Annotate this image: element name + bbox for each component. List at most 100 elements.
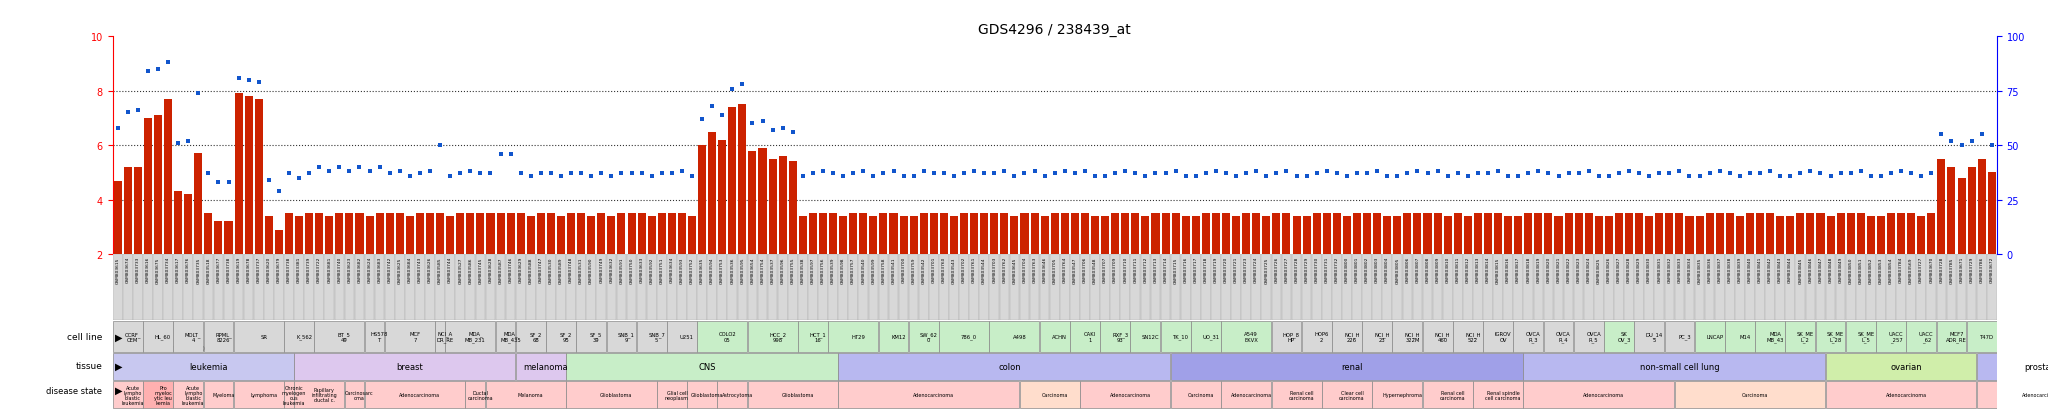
Bar	[113, 321, 143, 352]
Point	[213, 179, 246, 186]
Bar	[1776, 216, 1784, 254]
Point	[1532, 171, 1565, 177]
Text: GSM803711: GSM803711	[1133, 256, 1137, 283]
Text: UACC
_62: UACC _62	[1919, 331, 1933, 342]
Text: GSM803745: GSM803745	[479, 256, 483, 283]
Bar	[1565, 214, 1573, 254]
Bar	[285, 321, 313, 352]
Bar	[313, 321, 365, 352]
Point	[524, 171, 557, 177]
Point	[1894, 171, 1927, 177]
Bar	[1303, 254, 1311, 320]
Text: SK
OV_3: SK OV_3	[1618, 331, 1630, 342]
Bar	[1100, 321, 1130, 352]
Bar	[436, 214, 444, 254]
Point	[1905, 173, 1937, 180]
Bar	[1382, 216, 1391, 254]
Bar	[1966, 254, 1976, 320]
Bar	[526, 216, 535, 254]
Point	[614, 171, 647, 177]
Bar	[909, 216, 918, 254]
Bar	[565, 254, 575, 320]
Text: colon: colon	[997, 363, 1020, 371]
Text: NCI_H
322M: NCI_H 322M	[1405, 331, 1419, 342]
Bar	[1313, 254, 1321, 320]
Bar	[1896, 214, 1905, 254]
Text: GSM803585: GSM803585	[438, 256, 442, 283]
Point	[1270, 169, 1303, 175]
Point	[203, 179, 236, 186]
Point	[1642, 171, 1675, 177]
Point	[504, 171, 537, 177]
Text: GSM803677: GSM803677	[217, 256, 221, 283]
Text: Clear cell
carcinoma: Clear cell carcinoma	[1339, 390, 1364, 400]
Text: GSM803725: GSM803725	[1264, 256, 1268, 283]
Text: GSM803731: GSM803731	[1325, 256, 1329, 283]
Bar	[1714, 254, 1724, 320]
Bar	[1737, 216, 1745, 254]
Bar	[819, 214, 827, 254]
Bar	[113, 181, 121, 254]
Bar	[1786, 216, 1794, 254]
Bar	[1321, 382, 1372, 408]
Point	[555, 171, 588, 177]
Point	[1563, 171, 1595, 177]
Text: GSM803629: GSM803629	[518, 256, 522, 283]
Bar	[696, 254, 707, 320]
Point	[1673, 173, 1706, 180]
Text: GSM803838: GSM803838	[1729, 256, 1733, 283]
Bar	[154, 254, 164, 320]
Bar	[1251, 214, 1260, 254]
Bar	[264, 254, 274, 320]
Point	[262, 188, 295, 195]
Bar	[737, 254, 748, 320]
Bar	[1696, 216, 1704, 254]
Point	[1008, 171, 1040, 177]
Text: GSM803748: GSM803748	[569, 256, 573, 283]
Bar	[1493, 254, 1503, 320]
Text: GSM803597: GSM803597	[811, 256, 815, 283]
Point	[182, 90, 215, 97]
Point	[586, 171, 618, 177]
Bar	[1102, 216, 1110, 254]
Text: MCF7
ADR_RE: MCF7 ADR_RE	[1946, 331, 1966, 342]
Bar	[1192, 254, 1200, 320]
Bar	[184, 254, 193, 320]
Bar	[1585, 214, 1593, 254]
Bar	[1171, 382, 1221, 408]
Legend: transformed count, percentile rank within the sample: transformed count, percentile rank withi…	[117, 340, 293, 370]
Bar	[1221, 321, 1272, 352]
Text: GSM803825: GSM803825	[1597, 256, 1602, 283]
Bar	[174, 254, 182, 320]
Bar	[1483, 254, 1493, 320]
Bar	[506, 254, 516, 320]
Point	[1108, 169, 1141, 175]
Text: non-small cell lung: non-small cell lung	[1640, 363, 1718, 371]
Point	[1380, 173, 1413, 180]
Point	[596, 173, 629, 180]
Bar	[1837, 214, 1845, 254]
Bar	[1817, 214, 1825, 254]
Bar	[244, 97, 252, 254]
Bar	[627, 254, 637, 320]
Bar	[416, 254, 424, 320]
Bar	[1595, 216, 1604, 254]
Bar	[1917, 254, 1925, 320]
Point	[565, 171, 598, 177]
Text: GSM803541: GSM803541	[891, 256, 895, 283]
Bar	[557, 254, 565, 320]
Bar	[1192, 321, 1221, 352]
Point	[1481, 169, 1513, 175]
Point	[272, 171, 305, 177]
Point	[1874, 171, 1907, 177]
Bar	[1010, 216, 1018, 254]
Bar	[920, 214, 928, 254]
Bar	[203, 254, 213, 320]
Bar	[1513, 321, 1544, 352]
Bar	[1675, 382, 1825, 408]
Point	[797, 171, 829, 177]
Text: Acute
lympho
blastic
leukemia: Acute lympho blastic leukemia	[121, 385, 143, 405]
Bar	[547, 214, 555, 254]
Bar	[1675, 254, 1683, 320]
Bar	[1886, 254, 1896, 320]
